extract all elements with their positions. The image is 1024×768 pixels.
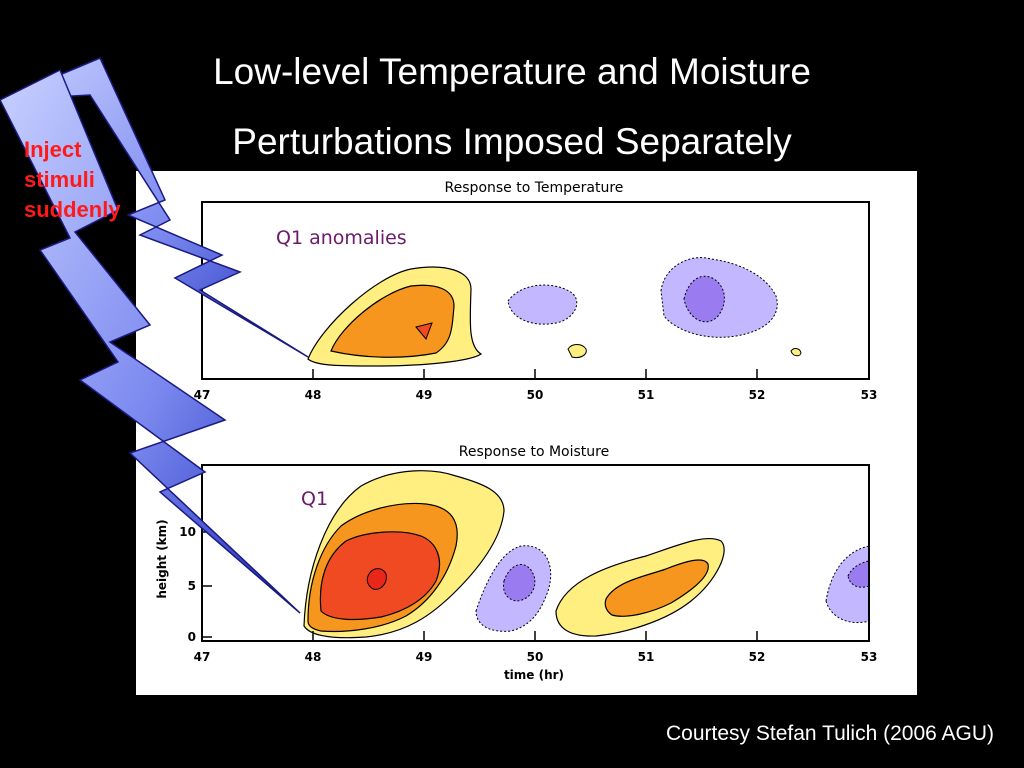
top-cool-region-2-core bbox=[683, 275, 725, 323]
top-small-warm-blob bbox=[567, 344, 587, 358]
top-x-tick-label: 51 bbox=[638, 388, 655, 402]
bottom-x-tick-label: 50 bbox=[527, 650, 544, 664]
top-x-tick-label: 52 bbox=[749, 388, 766, 402]
annotation-line: Inject bbox=[24, 137, 82, 162]
top-warm-region-core bbox=[330, 284, 455, 358]
bottom-warm-region-peak bbox=[366, 568, 387, 590]
top-x-tick-label: 50 bbox=[527, 388, 544, 402]
bottom-x-tick-label: 48 bbox=[305, 650, 322, 664]
figure-panel: Response to Temperature 47 48 49 50 51 bbox=[136, 171, 917, 695]
top-x-tick-label: 48 bbox=[305, 388, 322, 402]
top-x-tick-labels: 47 48 49 50 51 52 53 bbox=[194, 388, 878, 402]
bottom-x-tick-label: 49 bbox=[416, 650, 433, 664]
bottom-chart-title: Response to Moisture bbox=[459, 444, 609, 460]
bottom-cool-region-1-core bbox=[503, 564, 536, 602]
bottom-warm-region-2-core bbox=[604, 559, 709, 617]
bottom-cool-region-2-core bbox=[847, 560, 870, 588]
credit-text: Courtesy Stefan Tulich (2006 AGU) bbox=[666, 722, 994, 745]
inject-stimuli-annotation: Inject stimuli suddenly bbox=[24, 135, 121, 225]
top-chart-annotation: Q1 anomalies bbox=[276, 227, 407, 249]
annotation-line: suddenly bbox=[24, 197, 121, 222]
annotation-line: stimuli bbox=[24, 167, 95, 192]
top-x-tick-label: 53 bbox=[861, 388, 878, 402]
bottom-y-axis-label: height (km) bbox=[155, 519, 169, 598]
top-x-tick-label: 49 bbox=[416, 388, 433, 402]
top-chart-title: Response to Temperature bbox=[445, 180, 624, 196]
top-x-tick-label: 47 bbox=[194, 388, 211, 402]
bottom-x-tick-label: 51 bbox=[638, 650, 655, 664]
top-cool-region-1 bbox=[507, 284, 578, 325]
bottom-x-axis-label: time (hr) bbox=[504, 668, 564, 682]
bottom-y-tick-labels: 0 5 10 bbox=[179, 525, 196, 644]
top-small-warm-blob-2 bbox=[790, 348, 802, 357]
bottom-x-tick-label: 47 bbox=[194, 650, 211, 664]
bottom-x-tick-labels: 47 48 49 50 51 52 53 bbox=[194, 650, 878, 664]
bottom-x-tick-label: 53 bbox=[861, 650, 878, 664]
bottom-x-tick-label: 52 bbox=[749, 650, 766, 664]
slide-title-line-1: Low-level Temperature and Moisture bbox=[213, 51, 811, 92]
top-warm-region-peak bbox=[415, 322, 433, 340]
slide-title-line-2: Perturbations Imposed Separately bbox=[232, 121, 792, 162]
lightning-bolt-lower-icon bbox=[0, 68, 301, 614]
bottom-y-tick-label: 5 bbox=[188, 579, 196, 593]
bottom-y-tick-label: 10 bbox=[179, 525, 196, 539]
top-x-ticks bbox=[201, 369, 870, 379]
bottom-x-ticks bbox=[201, 631, 870, 641]
bottom-chart-annotation: Q1 bbox=[301, 488, 328, 510]
bottom-y-tick-label: 0 bbox=[188, 630, 196, 644]
lightning-bolt-upper-icon bbox=[0, 57, 309, 358]
bottom-chart-plot: 47 48 49 50 51 52 53 0 5 10 height (km) … bbox=[155, 464, 878, 682]
